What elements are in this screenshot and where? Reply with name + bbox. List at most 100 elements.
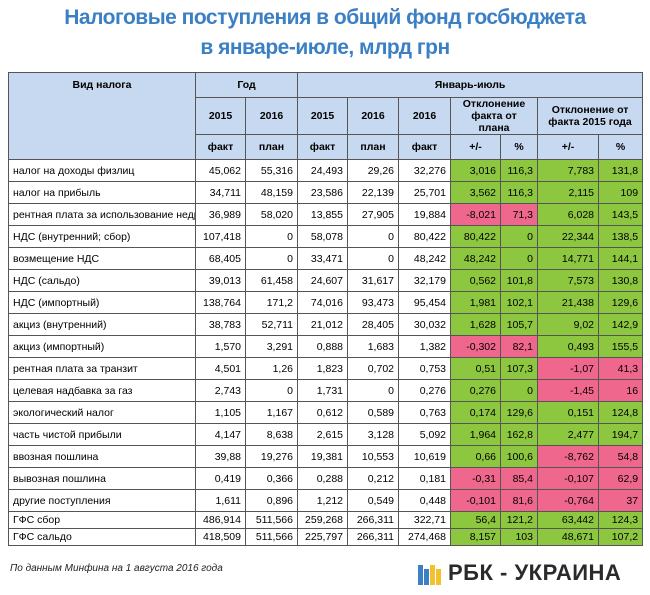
table-row: акциз (импортный) 1,570 3,291 0,888 1,683 1,3… (8, 335, 644, 358)
cell: 121,2 (500, 511, 538, 529)
cell: 1,212 (297, 489, 348, 512)
table-row: часть чистой прибыли 4,147 8,638 2,615 3,128… (8, 423, 644, 446)
cell: 61,458 (245, 269, 298, 292)
cell: 418,509 (195, 528, 246, 546)
cell: 8,157 (450, 528, 501, 546)
cell: 3,016 (450, 159, 501, 182)
tax-name: часть чистой прибыли (8, 423, 196, 446)
cell: 124,8 (597, 401, 644, 424)
cell: 19,381 (297, 445, 348, 468)
cell: 1,105 (195, 401, 246, 424)
cell: 1,167 (245, 401, 298, 424)
header-cell: % (597, 134, 644, 160)
tax-name: ГФС сальдо (8, 528, 196, 546)
cell: 0,448 (398, 489, 451, 512)
cell: 0,288 (297, 467, 348, 490)
cell: 0 (245, 225, 298, 248)
cell: 0,66 (450, 445, 501, 468)
table-header: Вид налога Год Январь-июль 2015 2016 201… (8, 72, 644, 160)
cell: 486,914 (195, 511, 246, 529)
header-cell: 2016 (398, 97, 451, 135)
cell: 144,1 (597, 247, 644, 270)
cell: 266,311 (347, 528, 399, 546)
cell: 13,855 (297, 203, 348, 226)
cell: 41,3 (597, 357, 644, 380)
cell: 1,26 (245, 357, 298, 380)
cell: 2,115 (537, 181, 599, 204)
cell: 10,553 (347, 445, 399, 468)
cell: 39,013 (195, 269, 246, 292)
cell: 155,5 (597, 335, 644, 358)
cell: 27,905 (347, 203, 399, 226)
cell: 0 (347, 379, 399, 402)
cell: 1,964 (450, 423, 501, 446)
cell: -0,101 (450, 489, 501, 512)
header-row: Вид налога Год Январь-июль (8, 72, 644, 160)
header-cell: план (347, 134, 399, 160)
cell: 107,418 (195, 225, 246, 248)
tax-name: НДС (внутренний; сбор) (8, 225, 196, 248)
cell: 511,566 (245, 511, 298, 529)
source-note: По данным Минфина на 1 августа 2016 года (10, 563, 223, 574)
cell: 0,493 (537, 335, 599, 358)
table-row: экологический налог 1,105 1,167 0,612 0,589 0… (8, 401, 644, 424)
cell: 28,405 (347, 313, 399, 336)
cell: -8,762 (537, 445, 599, 468)
cell: 0,763 (398, 401, 451, 424)
header-cell: % (500, 134, 538, 160)
cell: 56,4 (450, 511, 501, 529)
cell: 0,562 (450, 269, 501, 292)
table-row: вывозная пошлина 0,419 0,366 0,288 0,212 0,18… (8, 467, 644, 490)
title-line: в январе-июле, млрд грн (200, 36, 450, 59)
table-row: налог на доходы физлиц 45,062 55,316 24,493… (8, 159, 644, 182)
cell: 2,743 (195, 379, 246, 402)
cell: 10,619 (398, 445, 451, 468)
table-row: целевая надбавка за газ 2,743 0 1,731 0 0,276… (8, 379, 644, 402)
cell: 37 (597, 489, 644, 512)
cell: 511,566 (245, 528, 298, 546)
cell: 95,454 (398, 291, 451, 314)
header-cell: 2015 (195, 97, 246, 135)
cell: -0,302 (450, 335, 501, 358)
cell: -1,07 (537, 357, 599, 380)
cell: 130,8 (597, 269, 644, 292)
cell: 0,589 (347, 401, 399, 424)
cell: 107,2 (597, 528, 644, 546)
logo: РБК - УКРАИНА (448, 560, 622, 585)
tax-name: рентная плата за транзит (8, 357, 196, 380)
cell: 38,783 (195, 313, 246, 336)
cell: 48,159 (245, 181, 298, 204)
cell: 0,51 (450, 357, 501, 380)
cell: 1,683 (347, 335, 399, 358)
cell: 71,3 (500, 203, 538, 226)
header-cell: +/- (537, 134, 599, 160)
cell: 4,501 (195, 357, 246, 380)
cell: 85,4 (500, 467, 538, 490)
cell: 194,7 (597, 423, 644, 446)
table-row: акциз (внутренний) 38,783 52,711 21,012 28,4… (8, 313, 644, 336)
tax-name: целевая надбавка за газ (8, 379, 196, 402)
cell: 8,638 (245, 423, 298, 446)
cell: 322,71 (398, 511, 451, 529)
cell: 142,9 (597, 313, 644, 336)
cell: 22,139 (347, 181, 399, 204)
cell: 101,8 (500, 269, 538, 292)
cell: 266,311 (347, 511, 399, 529)
tax-table: Вид налога Год Январь-июль 2015 2016 201… (8, 72, 644, 546)
table-row: возмещение НДС 68,405 0 33,471 0 48,242 48,242… (8, 247, 644, 270)
logo-icon (418, 565, 441, 585)
cell: 124,3 (597, 511, 644, 529)
cell: 52,711 (245, 313, 298, 336)
cell: 32,276 (398, 159, 451, 182)
title-line: Налоговые поступления в общий фонд госбю… (64, 6, 586, 29)
cell: 33,471 (297, 247, 348, 270)
cell: 138,5 (597, 225, 644, 248)
header-cell: факт (297, 134, 348, 160)
header-cell: 2015 (297, 97, 348, 135)
table-body: налог на доходы физлиц 45,062 55,316 24,493… (8, 159, 644, 546)
cell: 0 (347, 225, 399, 248)
table-row: рентная плата за использование недр 36,98… (8, 203, 644, 226)
cell: 100,6 (500, 445, 538, 468)
header-cell: 2016 (245, 97, 298, 135)
cell: 31,617 (347, 269, 399, 292)
